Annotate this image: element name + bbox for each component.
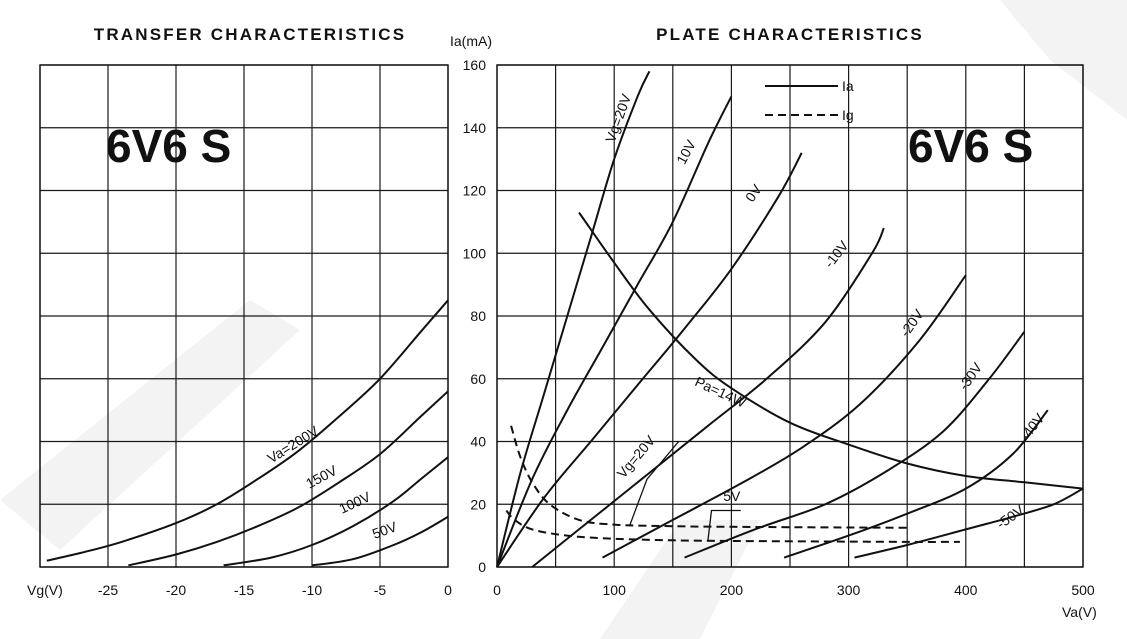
transfer-x-tick-label: -5 xyxy=(374,582,387,598)
transfer-x-tick-label: -15 xyxy=(234,582,254,598)
plate-x-tick-label: 0 xyxy=(493,582,501,598)
legend-ig-label: Ig xyxy=(842,107,854,123)
plate-series-label-10v: -10V xyxy=(821,237,852,271)
plate-curve-40v xyxy=(783,409,1049,559)
transfer-x-ticks: -25 -20 -15 -10 -5 0 xyxy=(98,582,452,598)
plate-x-tick-label: 500 xyxy=(1071,582,1095,598)
plate-y-tick-label: 160 xyxy=(463,57,487,73)
plate-curve-0v xyxy=(496,152,803,568)
plate-series-label-20v: -20V xyxy=(897,306,927,340)
transfer-curve-150v xyxy=(128,390,449,567)
plate-series-label-40v: -40V xyxy=(1016,410,1047,444)
plate-curves xyxy=(496,70,1084,568)
plate-y-ticks: 0 20 40 60 80 100 120 140 160 xyxy=(463,57,487,575)
transfer-plot-frame xyxy=(39,64,449,568)
plate-y-tick-label: 100 xyxy=(463,245,487,261)
plate-curve-10v xyxy=(531,227,885,568)
plate-curve-30v xyxy=(684,331,1026,559)
plate-y-tick-label: 40 xyxy=(470,434,486,450)
transfer-curve-100v xyxy=(223,456,449,567)
transfer-series-label: 100V xyxy=(336,488,373,517)
plate-y-tick-label: 20 xyxy=(470,496,486,512)
transfer-x-tick-label: 0 xyxy=(444,582,452,598)
plate-curve-vg-20v xyxy=(496,70,651,568)
plate-curve-5v-ig xyxy=(505,509,960,543)
transfer-x-axis-label: Vg(V) xyxy=(27,582,63,598)
plate-tube-badge: 6V6 S xyxy=(908,120,1033,172)
plate-curve-20v xyxy=(602,274,967,559)
plate-x-tick-label: 200 xyxy=(720,582,744,598)
plate-y-tick-label: 0 xyxy=(478,559,486,575)
legend-ia-label: Ia xyxy=(842,78,854,94)
plate-legend: Ia Ig xyxy=(765,78,854,123)
plate-grid xyxy=(496,64,1084,568)
plate-series-label-50v: -50V xyxy=(994,501,1028,531)
plate-y-tick-label: 140 xyxy=(463,120,487,136)
plate-y-tick-label: 120 xyxy=(463,183,487,199)
transfer-x-tick-label: -25 xyxy=(98,582,118,598)
transfer-series-label: 50V xyxy=(370,518,400,542)
transfer-series-label: 150V xyxy=(303,462,340,492)
plate-y-tick-label: 80 xyxy=(470,308,486,324)
plate-x-tick-label: 100 xyxy=(603,582,627,598)
plate-chart-title: PLATE CHARACTERISTICS xyxy=(656,25,924,44)
transfer-x-tick-label: -10 xyxy=(302,582,322,598)
plate-x-ticks: 0 100 200 300 400 500 xyxy=(493,582,1095,598)
transfer-curve-va-200v xyxy=(46,299,449,562)
plate-y-axis-label: Ia(mA) xyxy=(450,33,492,49)
plate-x-tick-label: 300 xyxy=(837,582,861,598)
ig-vg20-leader xyxy=(628,441,680,527)
plate-x-tick-label: 400 xyxy=(954,582,978,598)
transfer-x-tick-label: -20 xyxy=(166,582,186,598)
plate-curve-vg-20v-ig xyxy=(510,425,908,529)
plate-series-label-10v: 10V xyxy=(673,137,699,167)
plate-series-label-5v: 5V xyxy=(723,488,741,504)
transfer-curves xyxy=(46,299,449,567)
plate-curve-50v xyxy=(854,487,1084,559)
transfer-curve-50v xyxy=(311,515,449,567)
transfer-series-label: Va=200V xyxy=(264,422,321,466)
ig-5v-leader xyxy=(707,509,741,541)
plate-chart: PLATE CHARACTERISTICS Ia(mA) 0 100 200 300 4… xyxy=(450,25,1097,620)
plate-y-tick-label: 60 xyxy=(470,371,486,387)
transfer-tube-badge: 6V6 S xyxy=(106,120,231,172)
plate-curve-pa-14w xyxy=(578,211,1084,490)
plate-curve-10v xyxy=(496,95,733,568)
transfer-chart-title: TRANSFER CHARACTERISTICS xyxy=(94,25,407,44)
plate-series-label-0v: 0V xyxy=(742,181,765,205)
plate-x-axis-label: Va(V) xyxy=(1062,604,1097,620)
plate-plot-frame xyxy=(496,64,1084,568)
